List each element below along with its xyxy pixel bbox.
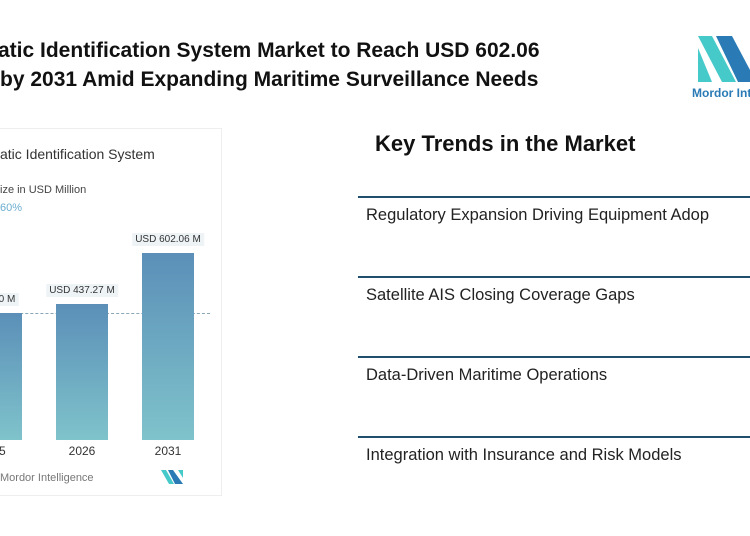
trend-label: Regulatory Expansion Driving Equipment A… (366, 206, 710, 224)
x-tick-label: 2026 (68, 444, 96, 458)
headline-line-1: atic Identification System Market to Rea… (0, 39, 540, 62)
chart-title: atic Identification System (0, 146, 155, 162)
trend-item: Data-Driven Maritime Operations (358, 356, 750, 384)
mordor-logo-icon (698, 36, 750, 82)
bar-2031 (142, 253, 194, 440)
trend-label: Data-Driven Maritime Operations (366, 366, 608, 384)
x-tick-label: 2031 (154, 444, 182, 458)
bar-25 (0, 312, 22, 440)
key-trends-heading: Key Trends in the Market (375, 131, 636, 156)
chart-source: Mordor Intelligence (0, 472, 94, 484)
chart-cagr: 60% (0, 202, 23, 214)
trend-item: Regulatory Expansion Driving Equipment A… (358, 196, 750, 224)
source-logo-icon (161, 470, 183, 484)
trend-item: Satellite AIS Closing Coverage Gaps (358, 276, 750, 304)
bar-2026 (56, 304, 108, 440)
brand-logo-text: Mordor Inte (692, 86, 750, 100)
trend-label: Satellite AIS Closing Coverage Gaps (366, 286, 635, 304)
headline-line-2: by 2031 Amid Expanding Maritime Surveill… (0, 68, 539, 91)
chart-subtitle: ize in USD Million (0, 184, 87, 196)
trend-label: Integration with Insurance and Risk Mode… (366, 446, 682, 464)
data-label: USD 437.27 M (46, 284, 118, 298)
x-tick-label: 25 (0, 444, 6, 458)
headline: atic Identification System Market to Rea… (0, 36, 540, 94)
data-label: USD 602.06 M (132, 233, 204, 246)
trend-item: Integration with Insurance and Risk Mode… (358, 436, 750, 464)
data-label: 0.20 M (0, 292, 19, 306)
